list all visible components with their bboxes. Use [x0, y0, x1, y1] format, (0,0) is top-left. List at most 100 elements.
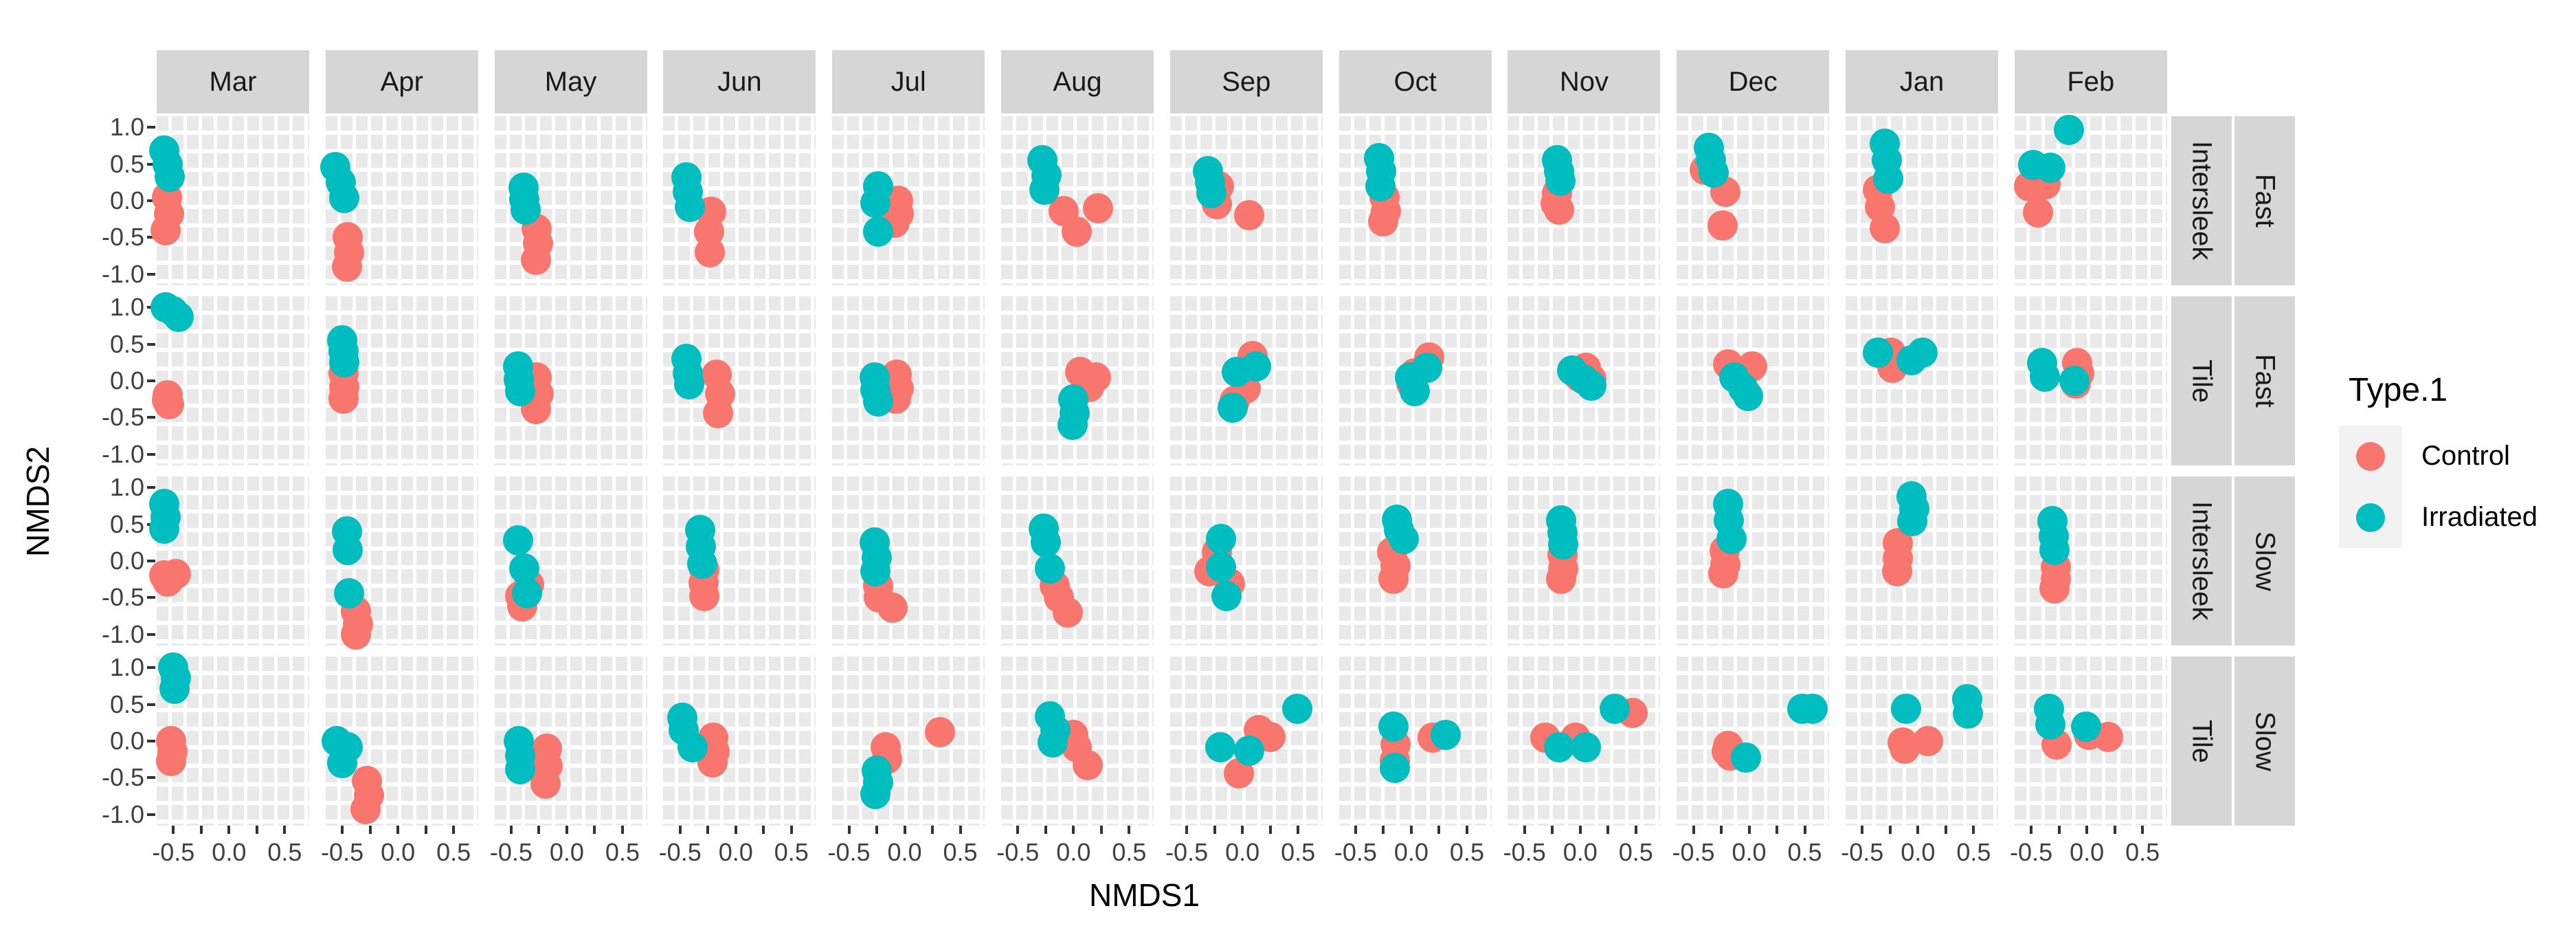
facet-panel-dec-row1 — [1677, 296, 1830, 465]
data-point-control — [153, 389, 184, 420]
facet-panel-feb-row1 — [2014, 296, 2167, 465]
data-point-control — [1708, 558, 1739, 589]
y-tick-mark — [147, 126, 155, 129]
facet-panel-aug-row0 — [1001, 116, 1154, 285]
x-tick-mark — [2030, 826, 2033, 834]
facet-panel-oct-row2 — [1339, 476, 1492, 646]
facet-panel-apr-row2 — [325, 476, 478, 650]
x-tick-mark — [509, 826, 513, 834]
data-point-irradiated — [1240, 351, 1271, 382]
y-tick-mark — [147, 416, 155, 419]
facet-panel-jan-row0 — [1846, 116, 1998, 285]
data-point-irradiated — [1211, 581, 1242, 612]
y-tick-mark — [147, 452, 155, 456]
y-tick-label: 1.0 — [109, 473, 144, 502]
x-tick-mark — [1747, 826, 1751, 834]
facet-panel-nov-row2 — [1508, 476, 1661, 646]
facet-column-strip-mar: Mar — [157, 50, 309, 113]
facet-panel-jan-row3 — [1846, 657, 1998, 826]
facet-panel-jun-row2 — [663, 476, 816, 646]
data-point-control — [331, 252, 362, 283]
data-point-irradiated — [687, 549, 718, 580]
facet-row-strip-surface-3: Tile — [2171, 657, 2232, 826]
data-point-irradiated — [502, 525, 533, 556]
x-tick-mark — [1241, 826, 1244, 834]
facet-column-strip-sep: Sep — [1169, 50, 1323, 113]
x-tick-label: -0.5 — [2010, 838, 2053, 866]
y-tick-mark — [147, 776, 155, 780]
facet-row-strip-speed-0: Fast — [2235, 116, 2295, 285]
data-point-control — [350, 794, 381, 825]
x-tick-mark — [1437, 826, 1441, 834]
facet-panel-oct-row1 — [1339, 296, 1492, 465]
facet-panel-jun-row3 — [663, 657, 816, 826]
x-tick-mark — [1465, 826, 1468, 834]
facet-panel-may-row3 — [494, 657, 647, 826]
x-tick-mark — [931, 826, 934, 834]
data-point-irradiated — [504, 375, 535, 406]
data-point-irradiated — [1872, 163, 1903, 194]
x-tick-mark — [283, 826, 287, 834]
x-tick-mark — [1861, 826, 1864, 834]
x-tick-mark — [452, 826, 456, 834]
data-point-irradiated — [1206, 551, 1237, 582]
data-point-control — [1233, 200, 1264, 231]
y-tick-label: 0.0 — [109, 366, 144, 395]
facet-column-strip-jul: Jul — [832, 50, 985, 113]
legend-dot-control — [2356, 441, 2385, 471]
y-tick-label: -0.5 — [101, 403, 144, 432]
legend-label: Irradiated — [2421, 502, 2538, 532]
facet-panel-jan-row1 — [1846, 296, 1998, 465]
facet-panel-jul-row3 — [832, 657, 985, 826]
y-tick-mark — [147, 740, 155, 742]
data-point-control — [2039, 573, 2070, 604]
x-tick-mark — [620, 826, 624, 834]
legend-key-box — [2339, 426, 2402, 487]
data-point-control — [702, 398, 733, 429]
y-tick-mark — [147, 162, 155, 166]
data-point-control — [695, 236, 726, 267]
x-tick-mark — [565, 826, 568, 834]
data-point-irradiated — [1890, 693, 1921, 724]
x-tick-mark — [1578, 826, 1582, 834]
x-tick-mark — [1213, 826, 1216, 834]
x-tick-mark — [1099, 826, 1103, 834]
facet-row-strip-speed-2: Slow — [2235, 476, 2295, 646]
facet-column-strip-aug: Aug — [1001, 50, 1154, 113]
data-point-control — [1889, 733, 1920, 764]
data-point-irradiated — [510, 194, 541, 225]
x-tick-label: 0.0 — [1056, 838, 1091, 866]
x-tick-mark — [1409, 826, 1413, 834]
x-tick-mark — [199, 826, 203, 834]
x-tick-label: 0.0 — [718, 838, 753, 866]
x-tick-label: 0.5 — [267, 838, 302, 866]
facet-panel-mar-row3 — [156, 652, 309, 826]
data-point-irradiated — [1205, 731, 1235, 762]
x-tick-mark — [1128, 826, 1131, 834]
facet-panel-apr-row0 — [320, 116, 478, 285]
x-tick-label: -0.5 — [1841, 838, 1884, 866]
data-point-irradiated — [675, 191, 706, 222]
data-point-irradiated — [1217, 392, 1248, 423]
x-tick-mark — [368, 826, 372, 834]
data-point-control — [1368, 206, 1399, 236]
facet-panel-feb-row0 — [2013, 115, 2167, 285]
facet-row-strip-speed-3: Slow — [2235, 657, 2295, 826]
data-point-irradiated — [2054, 115, 2085, 146]
legend-keys: Control Irradiated — [2339, 426, 2538, 548]
facet-panel-aug-row1 — [1001, 296, 1154, 465]
x-tick-mark — [172, 826, 175, 834]
data-point-irradiated — [1365, 170, 1396, 201]
facet-panel-oct-row0 — [1339, 116, 1492, 285]
data-point-irradiated — [1388, 523, 1419, 554]
facet-panel-jun-row1 — [663, 296, 816, 465]
x-tick-mark — [1016, 826, 1020, 834]
facet-panel-jul-row0 — [832, 116, 985, 285]
x-tick-mark — [341, 826, 344, 834]
y-tick-label: -1.0 — [101, 800, 144, 828]
x-tick-label: 0.5 — [1618, 838, 1653, 866]
y-tick-label: 0.5 — [109, 690, 144, 718]
facet-panel-sep-row3 — [1169, 657, 1323, 826]
x-tick-label: 0.0 — [381, 838, 416, 866]
